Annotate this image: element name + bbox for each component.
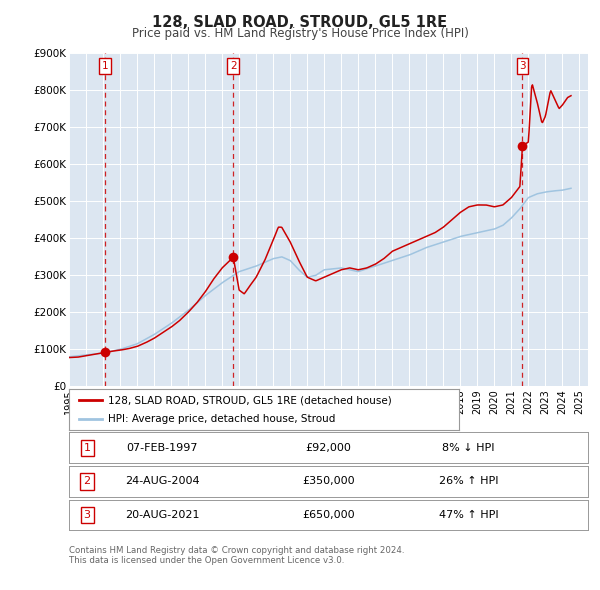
Text: 128, SLAD ROAD, STROUD, GL5 1RE: 128, SLAD ROAD, STROUD, GL5 1RE xyxy=(152,15,448,30)
Text: Contains HM Land Registry data © Crown copyright and database right 2024.: Contains HM Land Registry data © Crown c… xyxy=(69,546,404,555)
Text: 8% ↓ HPI: 8% ↓ HPI xyxy=(442,443,495,453)
Text: 2: 2 xyxy=(83,477,91,486)
Text: £350,000: £350,000 xyxy=(302,477,355,486)
Text: 128, SLAD ROAD, STROUD, GL5 1RE (detached house): 128, SLAD ROAD, STROUD, GL5 1RE (detache… xyxy=(108,395,392,405)
Text: 20-AUG-2021: 20-AUG-2021 xyxy=(125,510,200,520)
Text: 24-AUG-2004: 24-AUG-2004 xyxy=(125,477,200,486)
Text: This data is licensed under the Open Government Licence v3.0.: This data is licensed under the Open Gov… xyxy=(69,556,344,565)
Text: 3: 3 xyxy=(83,510,91,520)
Text: 26% ↑ HPI: 26% ↑ HPI xyxy=(439,477,499,486)
Text: 47% ↑ HPI: 47% ↑ HPI xyxy=(439,510,499,520)
Text: 2: 2 xyxy=(230,61,236,71)
Text: 1: 1 xyxy=(101,61,108,71)
Text: Price paid vs. HM Land Registry's House Price Index (HPI): Price paid vs. HM Land Registry's House … xyxy=(131,27,469,40)
Text: £650,000: £650,000 xyxy=(302,510,355,520)
Text: 07-FEB-1997: 07-FEB-1997 xyxy=(127,443,198,453)
Text: HPI: Average price, detached house, Stroud: HPI: Average price, detached house, Stro… xyxy=(108,414,335,424)
Text: £92,000: £92,000 xyxy=(305,443,352,453)
Text: 3: 3 xyxy=(519,61,526,71)
Text: 1: 1 xyxy=(83,443,91,453)
